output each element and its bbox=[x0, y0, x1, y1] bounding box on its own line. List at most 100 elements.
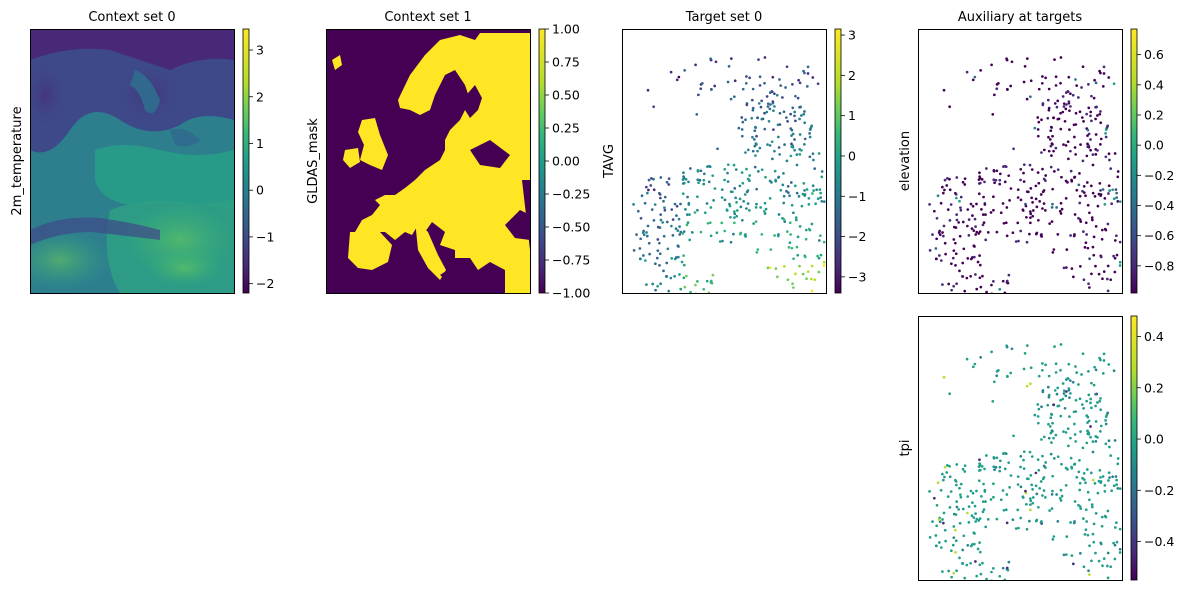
station-point bbox=[1055, 206, 1058, 209]
station-point bbox=[1110, 489, 1114, 493]
station-point bbox=[961, 180, 965, 184]
station-point bbox=[965, 357, 969, 361]
station-point bbox=[773, 169, 777, 173]
colorbar-tick-label: 0.0 bbox=[1144, 138, 1164, 153]
station-point bbox=[816, 197, 820, 201]
station-point bbox=[755, 143, 758, 146]
station-point bbox=[1031, 488, 1034, 491]
station-point bbox=[1099, 121, 1103, 125]
station-point bbox=[754, 220, 758, 224]
station-point bbox=[1085, 441, 1089, 445]
station-point bbox=[1099, 542, 1103, 546]
station-point bbox=[727, 64, 731, 68]
station-point bbox=[1040, 438, 1043, 441]
station-point bbox=[938, 541, 941, 544]
station-point bbox=[967, 218, 971, 221]
station-point bbox=[1077, 470, 1081, 474]
station-point bbox=[954, 550, 957, 554]
station-point bbox=[1089, 148, 1092, 152]
station-point bbox=[792, 257, 795, 261]
station-point bbox=[991, 113, 995, 116]
station-point bbox=[822, 260, 826, 264]
station-point bbox=[682, 276, 686, 280]
station-point bbox=[1049, 165, 1053, 169]
station-point bbox=[999, 211, 1003, 215]
station-point bbox=[654, 288, 657, 292]
station-point bbox=[981, 223, 985, 227]
station-point bbox=[734, 168, 738, 171]
station-point bbox=[1028, 210, 1032, 213]
station-point bbox=[941, 231, 944, 234]
station-point bbox=[669, 276, 673, 280]
station-point bbox=[1016, 508, 1020, 512]
station-point bbox=[1104, 419, 1107, 422]
station-point bbox=[664, 275, 668, 278]
station-point bbox=[786, 278, 790, 282]
station-point bbox=[957, 221, 961, 224]
station-point bbox=[955, 500, 959, 503]
station-point bbox=[1029, 473, 1033, 477]
station-point bbox=[1041, 454, 1044, 458]
station-point bbox=[1061, 110, 1065, 114]
station-point bbox=[1052, 436, 1055, 440]
station-point bbox=[1107, 439, 1111, 443]
station-point bbox=[1044, 174, 1048, 177]
y-axis-label: GLDAS_mask bbox=[306, 118, 321, 204]
station-point bbox=[652, 105, 656, 109]
station-point bbox=[959, 495, 963, 499]
station-point bbox=[1082, 406, 1085, 410]
station-point bbox=[818, 188, 822, 191]
station-point bbox=[935, 503, 939, 507]
station-point bbox=[1030, 168, 1034, 171]
station-point bbox=[1049, 452, 1053, 456]
station-point bbox=[661, 221, 665, 224]
colorbar-tick-label: 0.75 bbox=[552, 55, 580, 70]
station-point bbox=[1038, 199, 1042, 203]
station-point bbox=[986, 230, 990, 234]
station-point bbox=[750, 98, 754, 102]
station-point bbox=[794, 218, 798, 222]
station-point bbox=[1019, 454, 1023, 458]
station-point bbox=[1078, 172, 1081, 175]
station-point bbox=[798, 105, 801, 109]
station-point bbox=[957, 508, 961, 511]
station-point bbox=[1086, 533, 1090, 537]
station-point bbox=[978, 254, 981, 257]
station-point bbox=[1111, 475, 1114, 479]
station-point bbox=[961, 507, 965, 511]
station-point bbox=[819, 234, 822, 238]
station-point bbox=[753, 165, 757, 169]
station-point bbox=[789, 154, 793, 158]
station-point bbox=[1067, 444, 1070, 448]
station-point bbox=[1078, 194, 1082, 198]
station-point bbox=[1025, 97, 1029, 101]
station-point bbox=[1031, 496, 1035, 499]
station-point bbox=[942, 88, 946, 92]
station-point bbox=[745, 207, 748, 210]
station-point bbox=[1009, 187, 1013, 190]
station-point bbox=[982, 482, 985, 486]
station-point bbox=[1089, 435, 1092, 439]
station-point bbox=[1012, 147, 1015, 151]
station-point bbox=[1115, 191, 1118, 195]
station-point bbox=[978, 517, 982, 520]
station-point bbox=[702, 178, 706, 182]
station-point bbox=[990, 350, 993, 354]
station-point bbox=[677, 217, 681, 221]
station-point bbox=[1087, 393, 1091, 397]
station-point bbox=[1074, 153, 1078, 156]
station-point bbox=[632, 203, 635, 206]
station-point bbox=[944, 539, 947, 543]
station-point bbox=[978, 462, 981, 465]
station-point bbox=[980, 465, 984, 468]
station-point bbox=[1069, 169, 1073, 173]
station-point bbox=[1078, 110, 1082, 114]
station-point bbox=[1019, 229, 1023, 233]
station-point bbox=[677, 75, 681, 79]
station-point bbox=[789, 112, 792, 116]
station-point bbox=[993, 181, 996, 185]
station-point bbox=[1047, 87, 1051, 91]
station-point bbox=[955, 483, 958, 487]
station-point bbox=[684, 208, 687, 211]
station-point bbox=[742, 199, 746, 203]
